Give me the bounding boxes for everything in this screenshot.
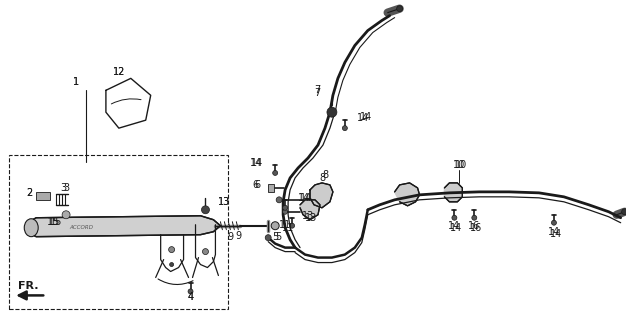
Circle shape [203, 249, 208, 255]
Text: 5: 5 [275, 232, 282, 242]
Text: 14: 14 [360, 112, 372, 122]
Polygon shape [300, 200, 320, 220]
Circle shape [271, 222, 279, 230]
Text: 6: 6 [252, 180, 258, 190]
Circle shape [327, 107, 337, 117]
Text: 14: 14 [250, 158, 262, 168]
Ellipse shape [24, 219, 38, 237]
Text: 1: 1 [73, 77, 79, 87]
Text: 6: 6 [254, 180, 260, 190]
Text: 14: 14 [300, 193, 312, 203]
Text: 14: 14 [548, 227, 560, 237]
Text: 8: 8 [319, 173, 325, 183]
Text: 5: 5 [272, 232, 278, 242]
Text: 13: 13 [218, 197, 231, 207]
Text: 16: 16 [470, 223, 482, 233]
Text: 14: 14 [450, 223, 463, 233]
Text: 14: 14 [357, 113, 369, 123]
Circle shape [472, 215, 477, 220]
Circle shape [283, 209, 288, 214]
Text: 12: 12 [113, 68, 125, 77]
Text: 7: 7 [314, 88, 320, 98]
Text: 1: 1 [73, 77, 79, 87]
Text: 7: 7 [314, 85, 320, 95]
Circle shape [290, 223, 295, 228]
Text: 15: 15 [50, 217, 62, 227]
Text: 10: 10 [455, 160, 468, 170]
Polygon shape [26, 216, 221, 237]
Text: 2: 2 [26, 188, 33, 198]
Circle shape [201, 206, 209, 214]
Circle shape [283, 205, 288, 210]
Circle shape [342, 126, 347, 131]
Text: 14: 14 [448, 221, 460, 231]
Polygon shape [394, 183, 419, 206]
Text: FR.: FR. [18, 281, 38, 292]
Text: 3: 3 [60, 183, 66, 193]
Circle shape [62, 211, 70, 219]
Circle shape [276, 197, 282, 203]
Text: 15: 15 [48, 217, 60, 227]
Circle shape [169, 247, 174, 252]
Text: ACCORD: ACCORD [69, 225, 93, 230]
Circle shape [552, 220, 556, 225]
Text: 9: 9 [228, 232, 233, 242]
Text: 14: 14 [550, 229, 562, 239]
Bar [268, 184, 274, 192]
Bar [36, 192, 50, 200]
Text: 13: 13 [305, 213, 317, 223]
Circle shape [397, 6, 403, 12]
Text: 8: 8 [322, 170, 328, 180]
Text: 9: 9 [235, 231, 241, 241]
Text: 16: 16 [468, 221, 480, 231]
Circle shape [452, 215, 457, 220]
Text: 11: 11 [279, 220, 292, 230]
Text: 12: 12 [113, 68, 125, 77]
Text: 2: 2 [26, 188, 33, 198]
Circle shape [273, 171, 278, 175]
Text: 3: 3 [63, 183, 69, 193]
Circle shape [621, 209, 627, 215]
Bar [9, 155, 228, 309]
Polygon shape [310, 183, 333, 208]
Text: 13: 13 [302, 211, 314, 221]
Text: 14: 14 [298, 193, 310, 203]
Circle shape [188, 289, 193, 294]
Circle shape [265, 235, 271, 241]
Text: 13: 13 [218, 197, 231, 207]
Text: 14: 14 [251, 158, 263, 168]
Text: 15: 15 [47, 217, 60, 227]
Text: 4: 4 [187, 292, 194, 302]
Text: 4: 4 [187, 292, 194, 302]
Text: 11: 11 [282, 223, 294, 233]
Polygon shape [445, 183, 462, 202]
Text: 10: 10 [453, 160, 465, 170]
Circle shape [170, 262, 174, 267]
